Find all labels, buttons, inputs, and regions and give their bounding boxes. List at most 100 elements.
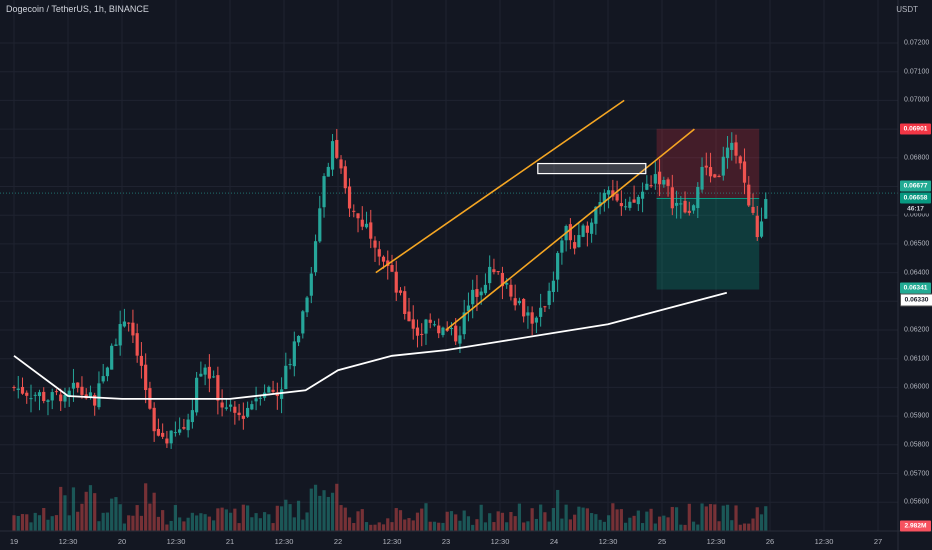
candle-body — [25, 392, 29, 396]
volume-bar — [475, 519, 479, 531]
volume-bar — [76, 511, 80, 531]
candle-body — [360, 219, 364, 227]
volume-bar — [250, 517, 254, 531]
candle-body — [441, 327, 445, 336]
candle-body — [182, 427, 186, 429]
volume-bar — [118, 504, 122, 531]
candle-body — [165, 438, 169, 444]
volume-bar — [458, 520, 462, 531]
time-tick-label: 26 — [765, 537, 775, 546]
time-tick-label: 24 — [549, 537, 559, 546]
volume-bar — [207, 516, 211, 531]
candle-body — [653, 174, 657, 184]
volume-bar — [611, 503, 615, 531]
volume-bar — [657, 516, 662, 531]
volume-bar — [445, 511, 449, 531]
candle-body — [258, 397, 262, 399]
candle-body — [449, 327, 454, 329]
candle-body — [237, 412, 241, 416]
candle-body — [640, 191, 645, 199]
candle-body — [288, 364, 292, 366]
volume-bar — [212, 520, 216, 531]
volume-bar — [352, 523, 356, 531]
volume-bar — [466, 516, 471, 531]
volume-bar — [195, 515, 199, 531]
volume-bar — [623, 522, 628, 531]
candle-body — [118, 324, 122, 346]
candle-body — [747, 184, 751, 206]
candle-body — [534, 317, 539, 323]
time-tick-label: 20 — [117, 537, 127, 546]
time-tick-label: 12:30 — [58, 537, 78, 546]
candle-body — [369, 222, 373, 239]
candle-body — [330, 141, 335, 170]
volume-bar — [742, 523, 747, 531]
candle-body — [390, 265, 394, 272]
candle-body — [492, 269, 496, 273]
volume-bar — [165, 524, 169, 531]
candle-body — [432, 324, 437, 326]
candle-body — [203, 367, 207, 375]
volume-bar — [16, 515, 20, 531]
candle-body — [645, 183, 649, 190]
volume-bar — [649, 508, 653, 531]
volume-bar — [632, 515, 636, 531]
volume-bar — [292, 517, 296, 531]
candle-body — [76, 382, 80, 388]
volume-bar — [683, 524, 687, 531]
candle-body — [254, 398, 258, 402]
candle-body — [347, 186, 352, 209]
candle-body — [471, 289, 475, 305]
candle-body — [63, 394, 67, 402]
volume-bar — [220, 507, 224, 531]
time-tick-label: 12:30 — [814, 537, 834, 546]
candle-body — [607, 190, 611, 195]
candle-body — [496, 271, 500, 273]
price-tick-label: 0.07100 — [904, 68, 930, 76]
candle-body — [700, 166, 704, 190]
volume-bar — [84, 491, 88, 531]
volume-bar — [713, 504, 717, 531]
volume-bar — [262, 512, 267, 531]
volume-bar — [288, 504, 292, 531]
volume-bar — [594, 514, 598, 531]
candle-body — [93, 395, 97, 406]
volume-bar — [309, 488, 313, 531]
candle-body — [114, 344, 118, 346]
volume-bar — [390, 522, 394, 531]
candle-body — [742, 161, 747, 183]
volume-bar — [105, 512, 110, 531]
candle-body — [241, 415, 245, 419]
candle-body — [110, 345, 114, 370]
volume-bar — [67, 515, 71, 531]
candle-body — [594, 206, 598, 224]
volume-bar — [318, 495, 322, 531]
candle-body — [623, 206, 628, 208]
candle-body — [224, 407, 228, 409]
volume-bar — [97, 521, 101, 531]
candle-body — [666, 179, 670, 186]
volume-bar — [42, 507, 46, 531]
volume-bar — [547, 521, 551, 531]
candle-body — [628, 201, 632, 208]
volume-bar — [411, 520, 415, 531]
volume-bar — [377, 522, 381, 531]
candle-body — [522, 298, 526, 317]
candle-body — [37, 392, 42, 397]
volume-bar — [568, 519, 572, 531]
volume-bar — [237, 523, 241, 531]
volume-bar — [645, 511, 649, 531]
symbol-title[interactable]: Dogecoin / TetherUS, 1h, BINANCE — [6, 4, 149, 14]
volume-bar — [347, 517, 352, 531]
candle-body — [458, 335, 462, 344]
volume-bar — [131, 515, 135, 531]
candle-body — [139, 355, 144, 366]
volume-bar — [615, 509, 619, 531]
countdown-badge: 46:17 — [900, 204, 931, 214]
candle-body — [551, 280, 555, 292]
volume-bar — [275, 505, 279, 531]
volume-bar — [241, 504, 245, 531]
price-tick-label: 0.05800 — [904, 441, 930, 449]
